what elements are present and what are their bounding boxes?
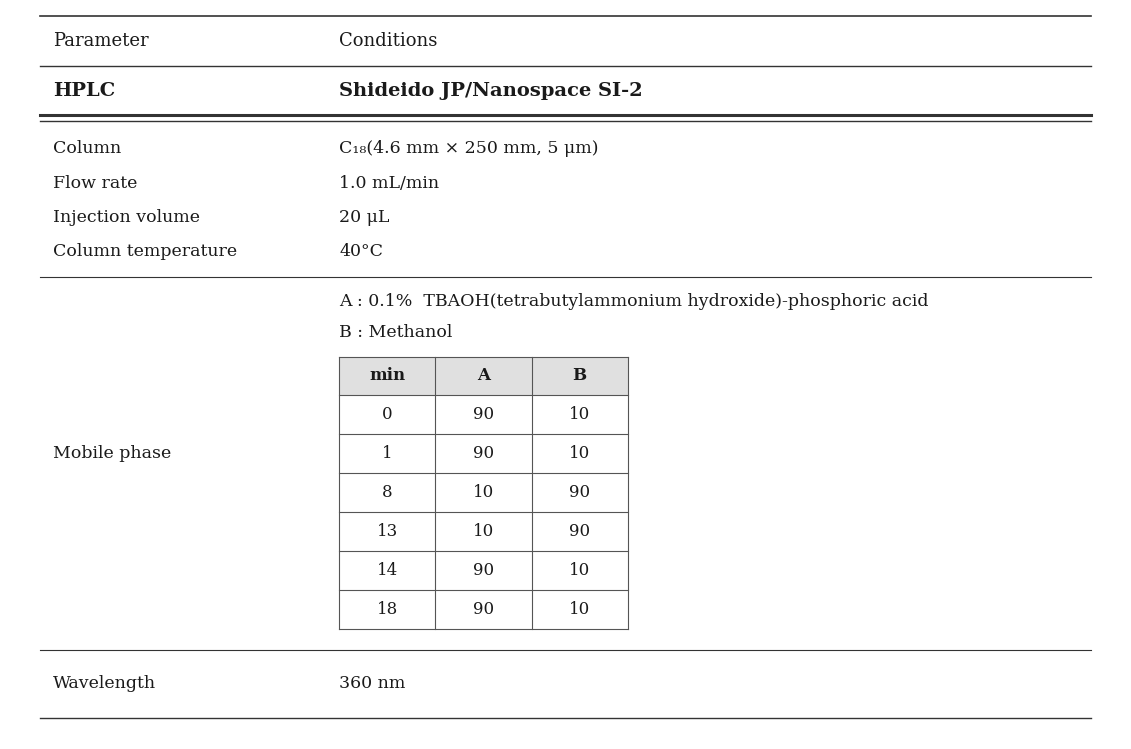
- Text: A: A: [477, 368, 490, 384]
- Text: Shideido JP/Nanospace SI-2: Shideido JP/Nanospace SI-2: [339, 82, 642, 100]
- Text: 14: 14: [377, 562, 398, 579]
- Text: B: B: [572, 368, 587, 384]
- Text: 360 nm: 360 nm: [339, 676, 406, 692]
- Text: 10: 10: [569, 601, 590, 618]
- Text: 10: 10: [569, 407, 590, 423]
- Text: HPLC: HPLC: [53, 82, 115, 100]
- Text: 40°C: 40°C: [339, 243, 383, 260]
- Bar: [339, 357, 628, 395]
- Text: Parameter: Parameter: [53, 32, 149, 50]
- Text: 1.0 mL/min: 1.0 mL/min: [339, 175, 440, 192]
- Text: Wavelength: Wavelength: [53, 676, 156, 692]
- Text: 90: 90: [473, 446, 494, 462]
- Text: 18: 18: [377, 601, 398, 618]
- Text: 10: 10: [473, 485, 494, 501]
- Text: B : Methanol: B : Methanol: [339, 324, 452, 341]
- Text: 1: 1: [382, 446, 392, 462]
- Text: 8: 8: [382, 485, 392, 501]
- Text: Column temperature: Column temperature: [53, 243, 238, 260]
- Text: 90: 90: [473, 562, 494, 579]
- Text: 90: 90: [473, 601, 494, 618]
- Text: 0: 0: [382, 407, 392, 423]
- Text: 90: 90: [473, 407, 494, 423]
- Text: Mobile phase: Mobile phase: [53, 445, 172, 461]
- Text: Flow rate: Flow rate: [53, 175, 138, 192]
- Text: 90: 90: [569, 524, 590, 540]
- Text: A : 0.1%  TBAOH(tetrabutylammonium hydroxide)-phosphoric acid: A : 0.1% TBAOH(tetrabutylammonium hydrox…: [339, 294, 929, 310]
- Text: Conditions: Conditions: [339, 32, 438, 50]
- Text: min: min: [370, 368, 405, 384]
- Text: 20 μL: 20 μL: [339, 209, 390, 225]
- Text: 10: 10: [473, 524, 494, 540]
- Text: C₁₈(4.6 mm × 250 mm, 5 μm): C₁₈(4.6 mm × 250 mm, 5 μm): [339, 140, 598, 157]
- Text: Injection volume: Injection volume: [53, 209, 200, 225]
- Text: Column: Column: [53, 140, 121, 157]
- Text: 10: 10: [569, 562, 590, 579]
- Text: 13: 13: [377, 524, 398, 540]
- Text: 10: 10: [569, 446, 590, 462]
- Text: 90: 90: [569, 485, 590, 501]
